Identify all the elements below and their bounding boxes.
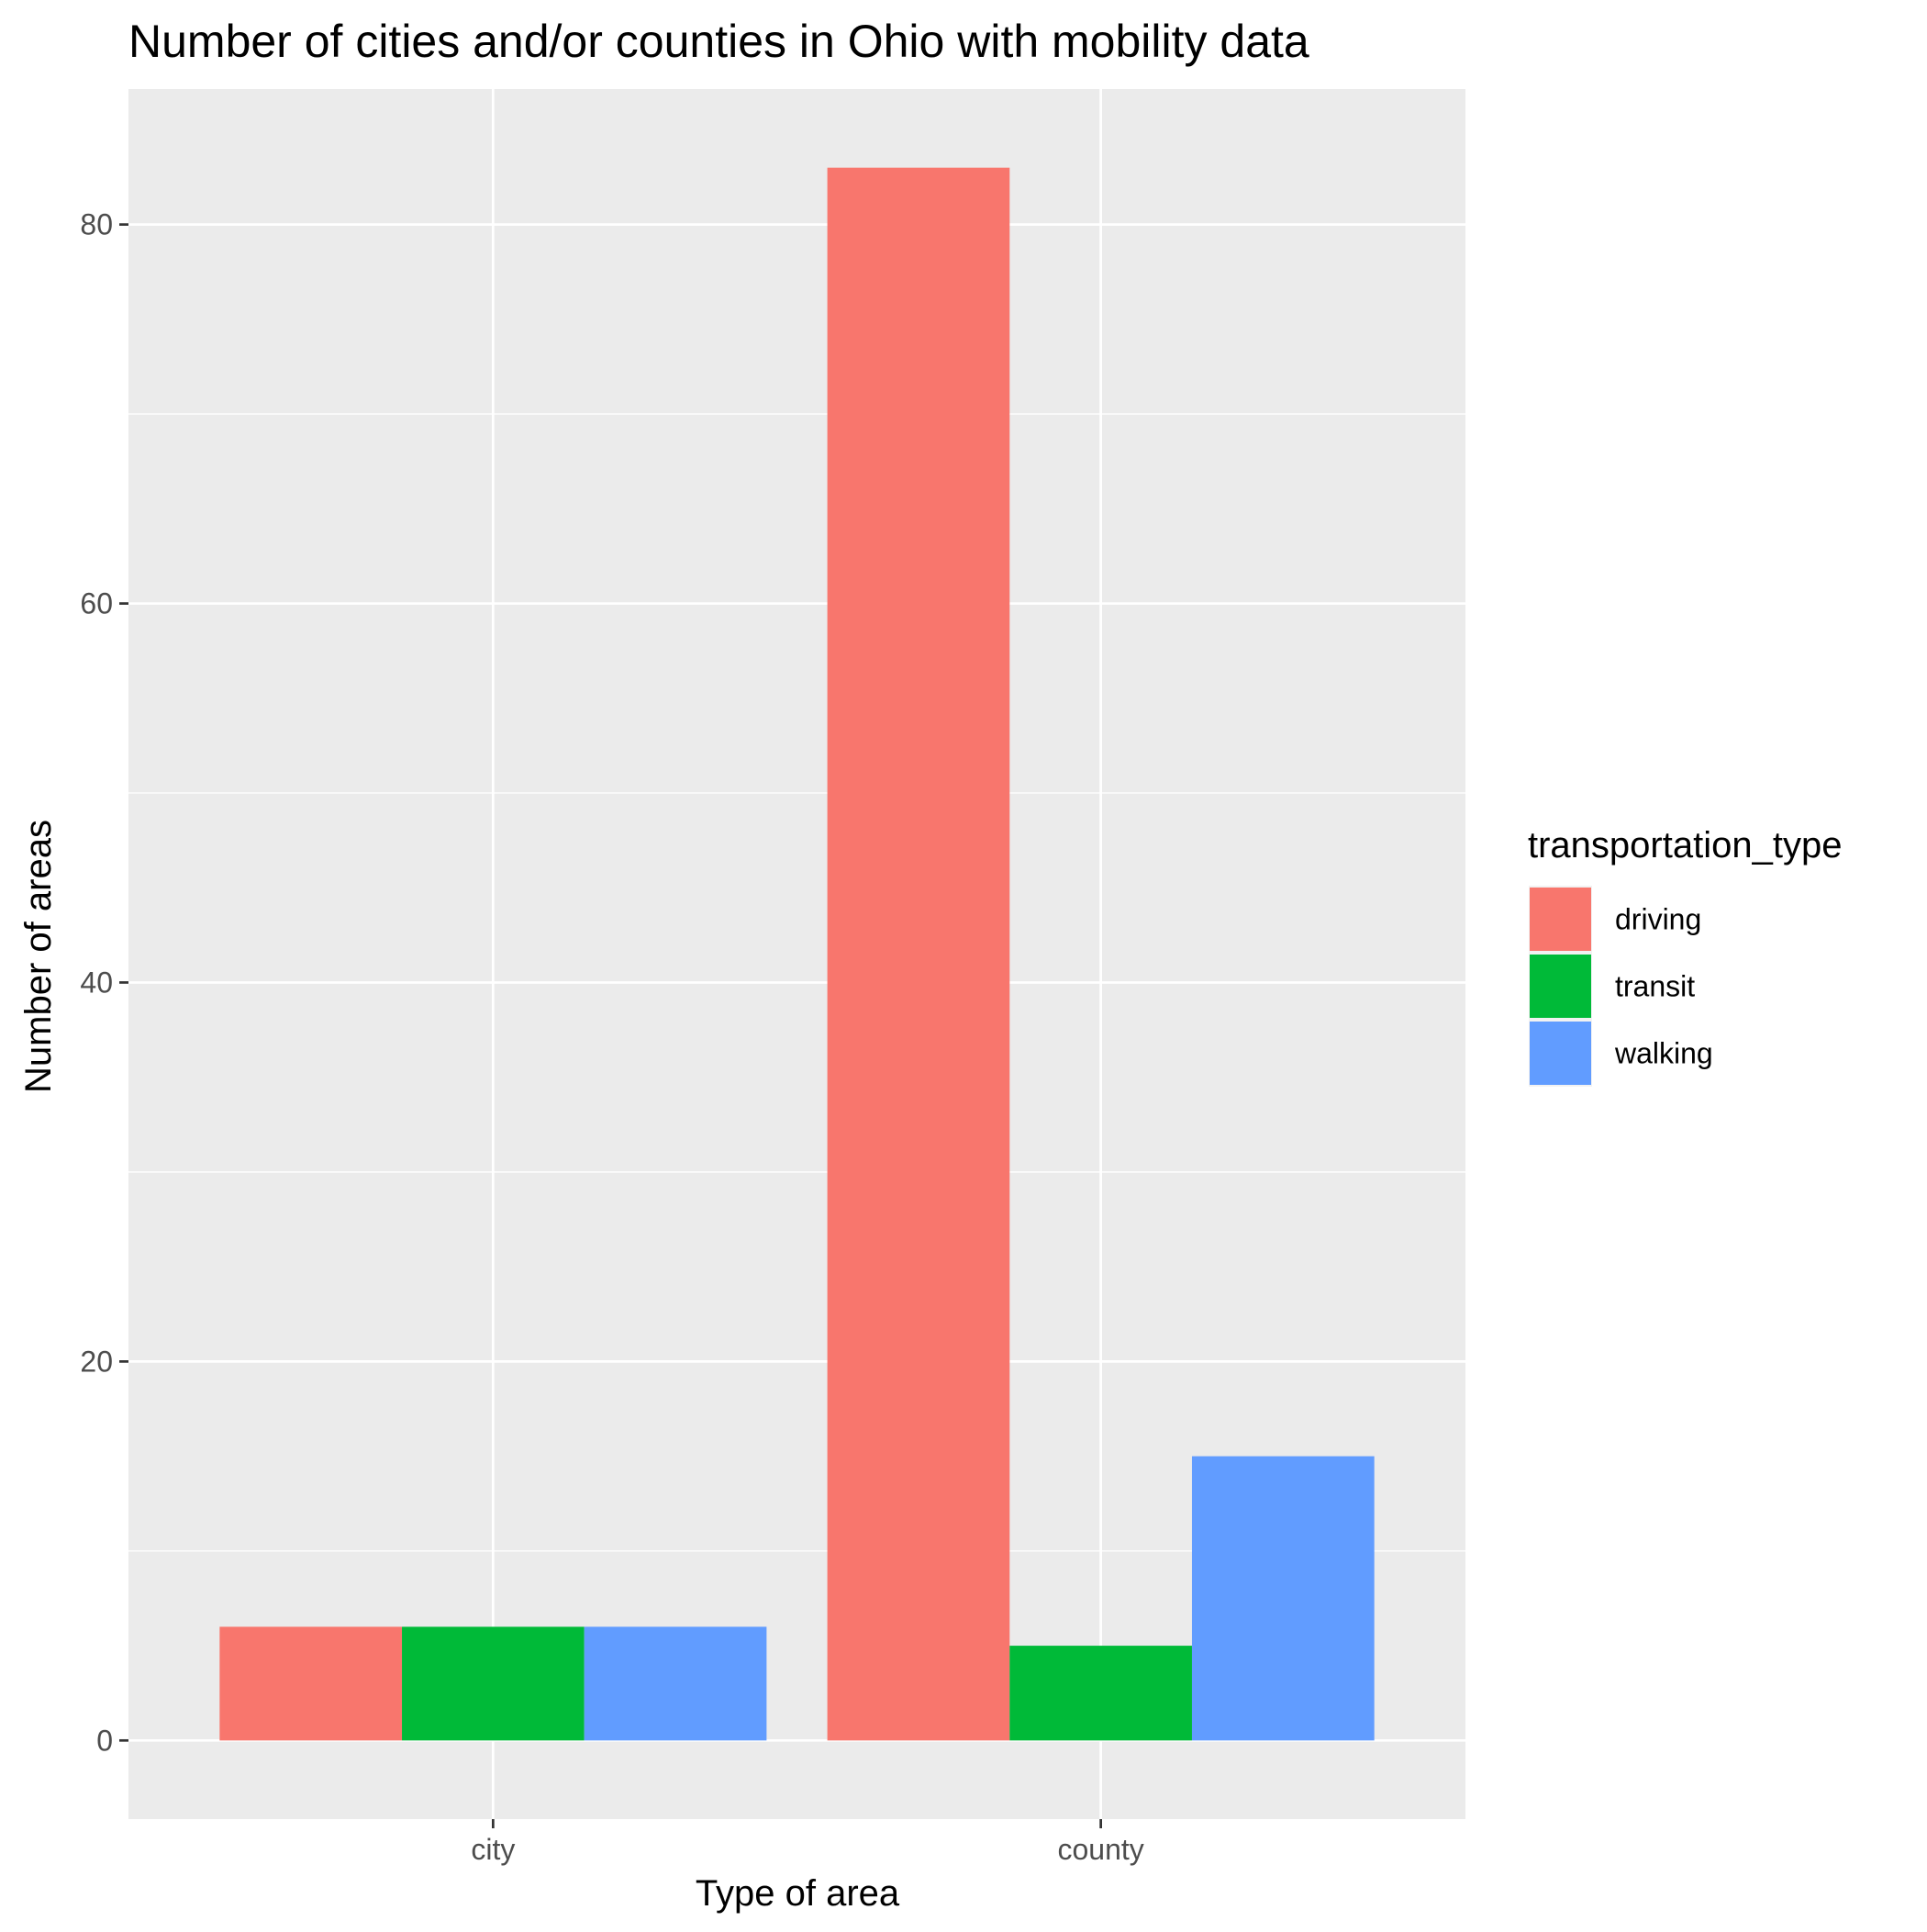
bar-driving-city bbox=[219, 1626, 403, 1741]
bar-transit-county bbox=[1009, 1646, 1192, 1741]
legend-swatch-walking bbox=[1530, 1022, 1591, 1085]
legend-label-driving: driving bbox=[1615, 903, 1701, 936]
x-axis-title: Type of area bbox=[696, 1873, 900, 1914]
legend-label-walking: walking bbox=[1614, 1037, 1713, 1070]
y-tick-label: 0 bbox=[96, 1724, 113, 1757]
bars bbox=[219, 167, 1375, 1741]
x-tick-label: county bbox=[1057, 1833, 1143, 1866]
y-axis-title: Number of areas bbox=[18, 820, 59, 1093]
bar-transit-city bbox=[402, 1626, 585, 1741]
legend: transportation_type driving transit walkin… bbox=[1528, 825, 1842, 1087]
legend-swatch-transit bbox=[1530, 955, 1591, 1018]
x-axis: city county bbox=[471, 1819, 1144, 1866]
y-tick-label: 40 bbox=[80, 966, 113, 999]
y-tick-label: 60 bbox=[80, 587, 113, 620]
x-tick-label: city bbox=[471, 1833, 515, 1866]
plot-panel bbox=[128, 89, 1465, 1819]
legend-title: transportation_type bbox=[1528, 825, 1842, 865]
legend-label-transit: transit bbox=[1615, 970, 1695, 1003]
bar-driving-county bbox=[827, 167, 1010, 1741]
bar-walking-county bbox=[1191, 1456, 1375, 1741]
y-tick-label: 80 bbox=[80, 208, 113, 241]
y-axis: 0 20 40 60 80 bbox=[80, 208, 128, 1757]
chart-title: Number of cities and/or counties in Ohio… bbox=[128, 16, 1309, 67]
y-tick-label: 20 bbox=[80, 1345, 113, 1378]
bar-walking-city bbox=[584, 1626, 767, 1741]
legend-swatch-driving bbox=[1530, 888, 1591, 951]
